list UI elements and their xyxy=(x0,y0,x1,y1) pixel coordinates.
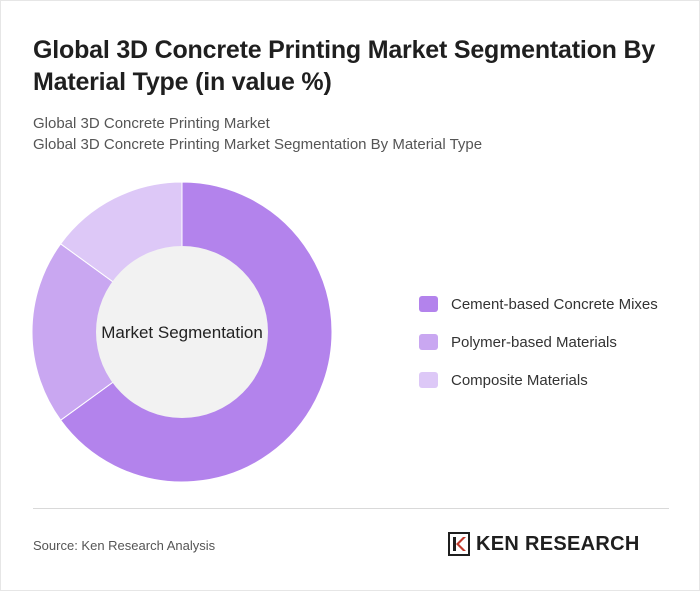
chart-subtitle-segmentation: Global 3D Concrete Printing Market Segme… xyxy=(33,136,483,153)
legend-swatch xyxy=(419,296,438,312)
donut-center-label: Market Segmentation xyxy=(101,323,263,342)
legend-label: Cement-based Concrete Mixes xyxy=(451,295,658,313)
legend-item: Polymer-based Materials xyxy=(419,323,689,361)
legend-label: Composite Materials xyxy=(451,371,588,389)
ken-research-logo: KEN RESEARCH xyxy=(448,531,640,557)
legend-label: Polymer-based Materials xyxy=(451,333,617,351)
legend-item: Cement-based Concrete Mixes xyxy=(419,285,689,323)
chart-subtitle-market: Global 3D Concrete Printing Market xyxy=(33,115,270,132)
legend-item: Composite Materials xyxy=(419,361,689,399)
donut-chart: Market Segmentation xyxy=(31,181,333,483)
legend-swatch xyxy=(419,334,438,350)
chart-legend: Cement-based Concrete Mixes Polymer-based… xyxy=(419,285,689,399)
ken-research-logo-text: KEN RESEARCH xyxy=(476,532,640,555)
legend-swatch xyxy=(419,372,438,388)
donut-hole xyxy=(96,246,268,418)
source-note: Source: Ken Research Analysis xyxy=(33,538,216,553)
footer-divider xyxy=(33,508,669,509)
ken-research-logo-icon xyxy=(448,532,470,556)
chart-title: Global 3D Concrete Printing Market Segme… xyxy=(33,36,656,96)
